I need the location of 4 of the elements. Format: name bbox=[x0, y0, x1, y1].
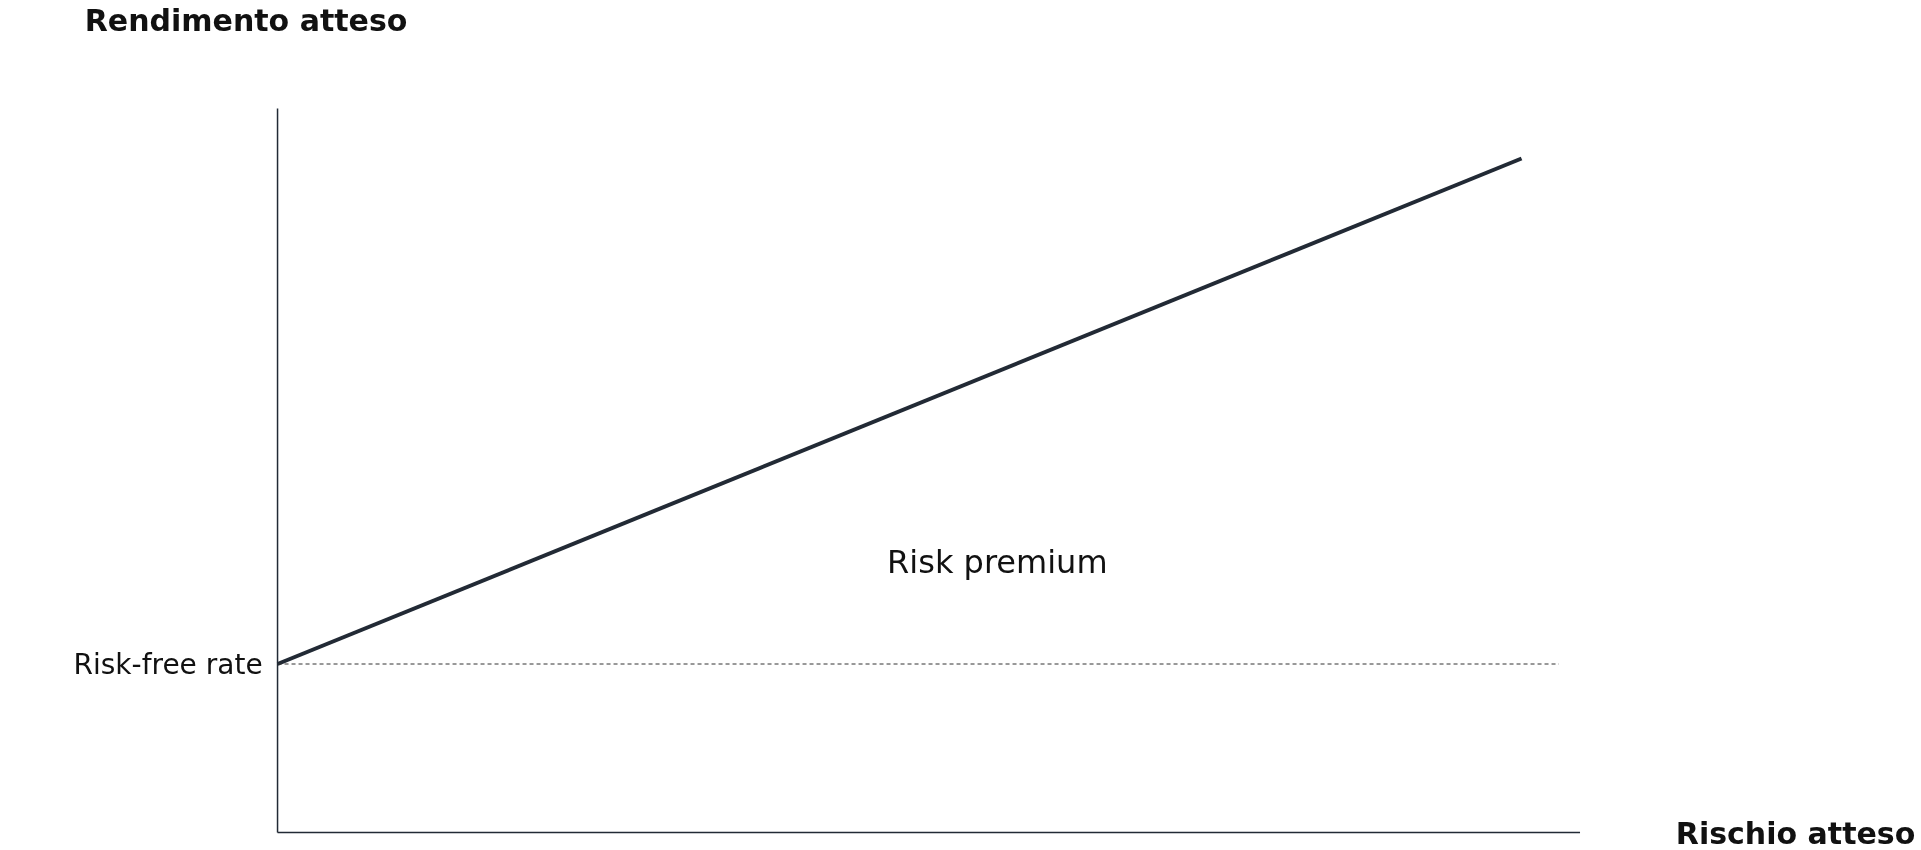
ref-line-label: Risk-free rate bbox=[73, 647, 263, 681]
y-axis-title: Rendimento atteso bbox=[84, 2, 408, 38]
annotation: Risk premium bbox=[887, 543, 1108, 582]
x-axis-title: Rischio atteso bbox=[1675, 815, 1916, 850]
